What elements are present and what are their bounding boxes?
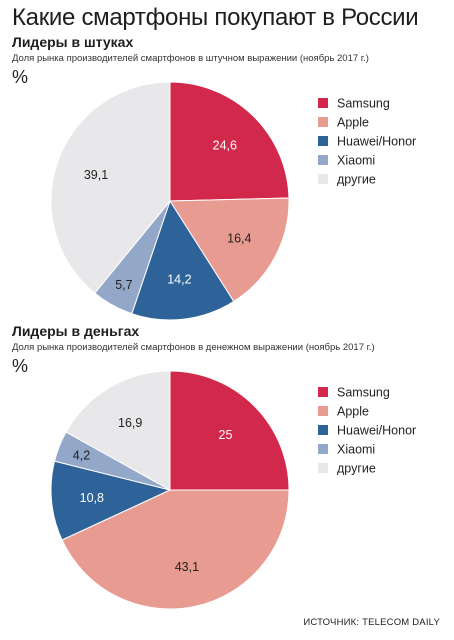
pie-chart-units: 24,6 16,4 14,2 5,7 39,1: [50, 81, 290, 321]
chart-subtitle: Доля рынка производителей смартфонов в д…: [12, 342, 375, 353]
unit-label: %: [12, 356, 29, 376]
chart-units-section: Лидеры в штуках Доля рынка производителе…: [0, 34, 454, 324]
slice-value-label-huawei-honor: 10,8: [80, 491, 104, 505]
legend-label: другие: [337, 172, 376, 187]
pie-slice-другие: [50, 81, 171, 294]
chart-title: Лидеры в деньгах: [12, 323, 140, 339]
legend-label: Apple: [337, 404, 369, 419]
pie-slice-huawei-honor: [50, 460, 172, 541]
legend-item-huawei-honor: Huawei/Honor: [318, 421, 416, 440]
pie-slice-apple: [169, 197, 290, 303]
legend-label: Samsung: [337, 385, 390, 400]
page-title: Какие смартфоны покупают в России: [12, 4, 419, 31]
legend-swatch: [318, 443, 328, 454]
legend-money: Samsung Apple Huawei/Honor Xiaomi другие: [318, 383, 416, 478]
legend-label: Xiaomi: [337, 153, 376, 168]
legend-units: Samsung Apple Huawei/Honor Xiaomi другие: [318, 94, 416, 189]
source-note: ИСТОЧНИК: TELECOM DAILY: [303, 617, 440, 628]
chart-money-section: Лидеры в деньгах Доля рынка производител…: [0, 323, 454, 613]
slice-value-label-samsung: 25: [219, 428, 233, 442]
pie-slice-samsung: [169, 81, 290, 202]
legend-swatch: [318, 154, 328, 165]
pie-chart-money: 25 43,1 10,8 4,2 16,9: [50, 370, 290, 610]
legend-label: Huawei/Honor: [337, 134, 417, 149]
legend-swatch: [318, 173, 328, 184]
legend-swatch: [318, 97, 328, 108]
slice-value-label-xiaomi: 4,2: [73, 449, 90, 463]
slice-value-label-samsung: 24,6: [213, 138, 237, 152]
legend-label: другие: [337, 461, 376, 476]
legend-swatch: [318, 135, 328, 146]
legend-swatch: [318, 386, 328, 397]
slice-value-label-другие: 39,1: [84, 168, 108, 182]
legend-item-samsung: Samsung: [318, 383, 416, 402]
slice-value-label-apple: 43,1: [175, 560, 199, 574]
legend-label: Samsung: [337, 96, 390, 111]
legend-label: Apple: [337, 115, 369, 130]
slice-value-label-xiaomi: 5,7: [115, 278, 132, 292]
legend-swatch: [318, 405, 328, 416]
legend-swatch: [318, 116, 328, 127]
legend-item-huawei-honor: Huawei/Honor: [318, 132, 416, 151]
slice-value-label-huawei-honor: 14,2: [167, 273, 191, 287]
legend-item-samsung: Samsung: [318, 94, 416, 113]
slice-value-label-другие: 16,9: [118, 416, 142, 430]
legend-item-другие: другие: [318, 170, 416, 189]
pie-slice-apple: [61, 489, 290, 610]
unit-label: %: [12, 67, 29, 87]
slice-value-label-apple: 16,4: [227, 232, 251, 246]
legend-item-apple: Apple: [318, 402, 416, 421]
legend-item-apple: Apple: [318, 113, 416, 132]
legend-label: Huawei/Honor: [337, 423, 417, 438]
pie-slice-samsung: [169, 370, 290, 491]
legend-item-xiaomi: Xiaomi: [318, 151, 416, 170]
pie-slice-huawei-honor: [131, 199, 235, 321]
pie-slice-другие: [65, 370, 171, 491]
chart-title: Лидеры в штуках: [12, 34, 134, 50]
legend-swatch: [318, 462, 328, 473]
legend-swatch: [318, 424, 328, 435]
legend-item-другие: другие: [318, 459, 416, 478]
chart-subtitle: Доля рынка производителей смартфонов в ш…: [12, 53, 369, 64]
legend-item-xiaomi: Xiaomi: [318, 440, 416, 459]
legend-label: Xiaomi: [337, 442, 376, 457]
